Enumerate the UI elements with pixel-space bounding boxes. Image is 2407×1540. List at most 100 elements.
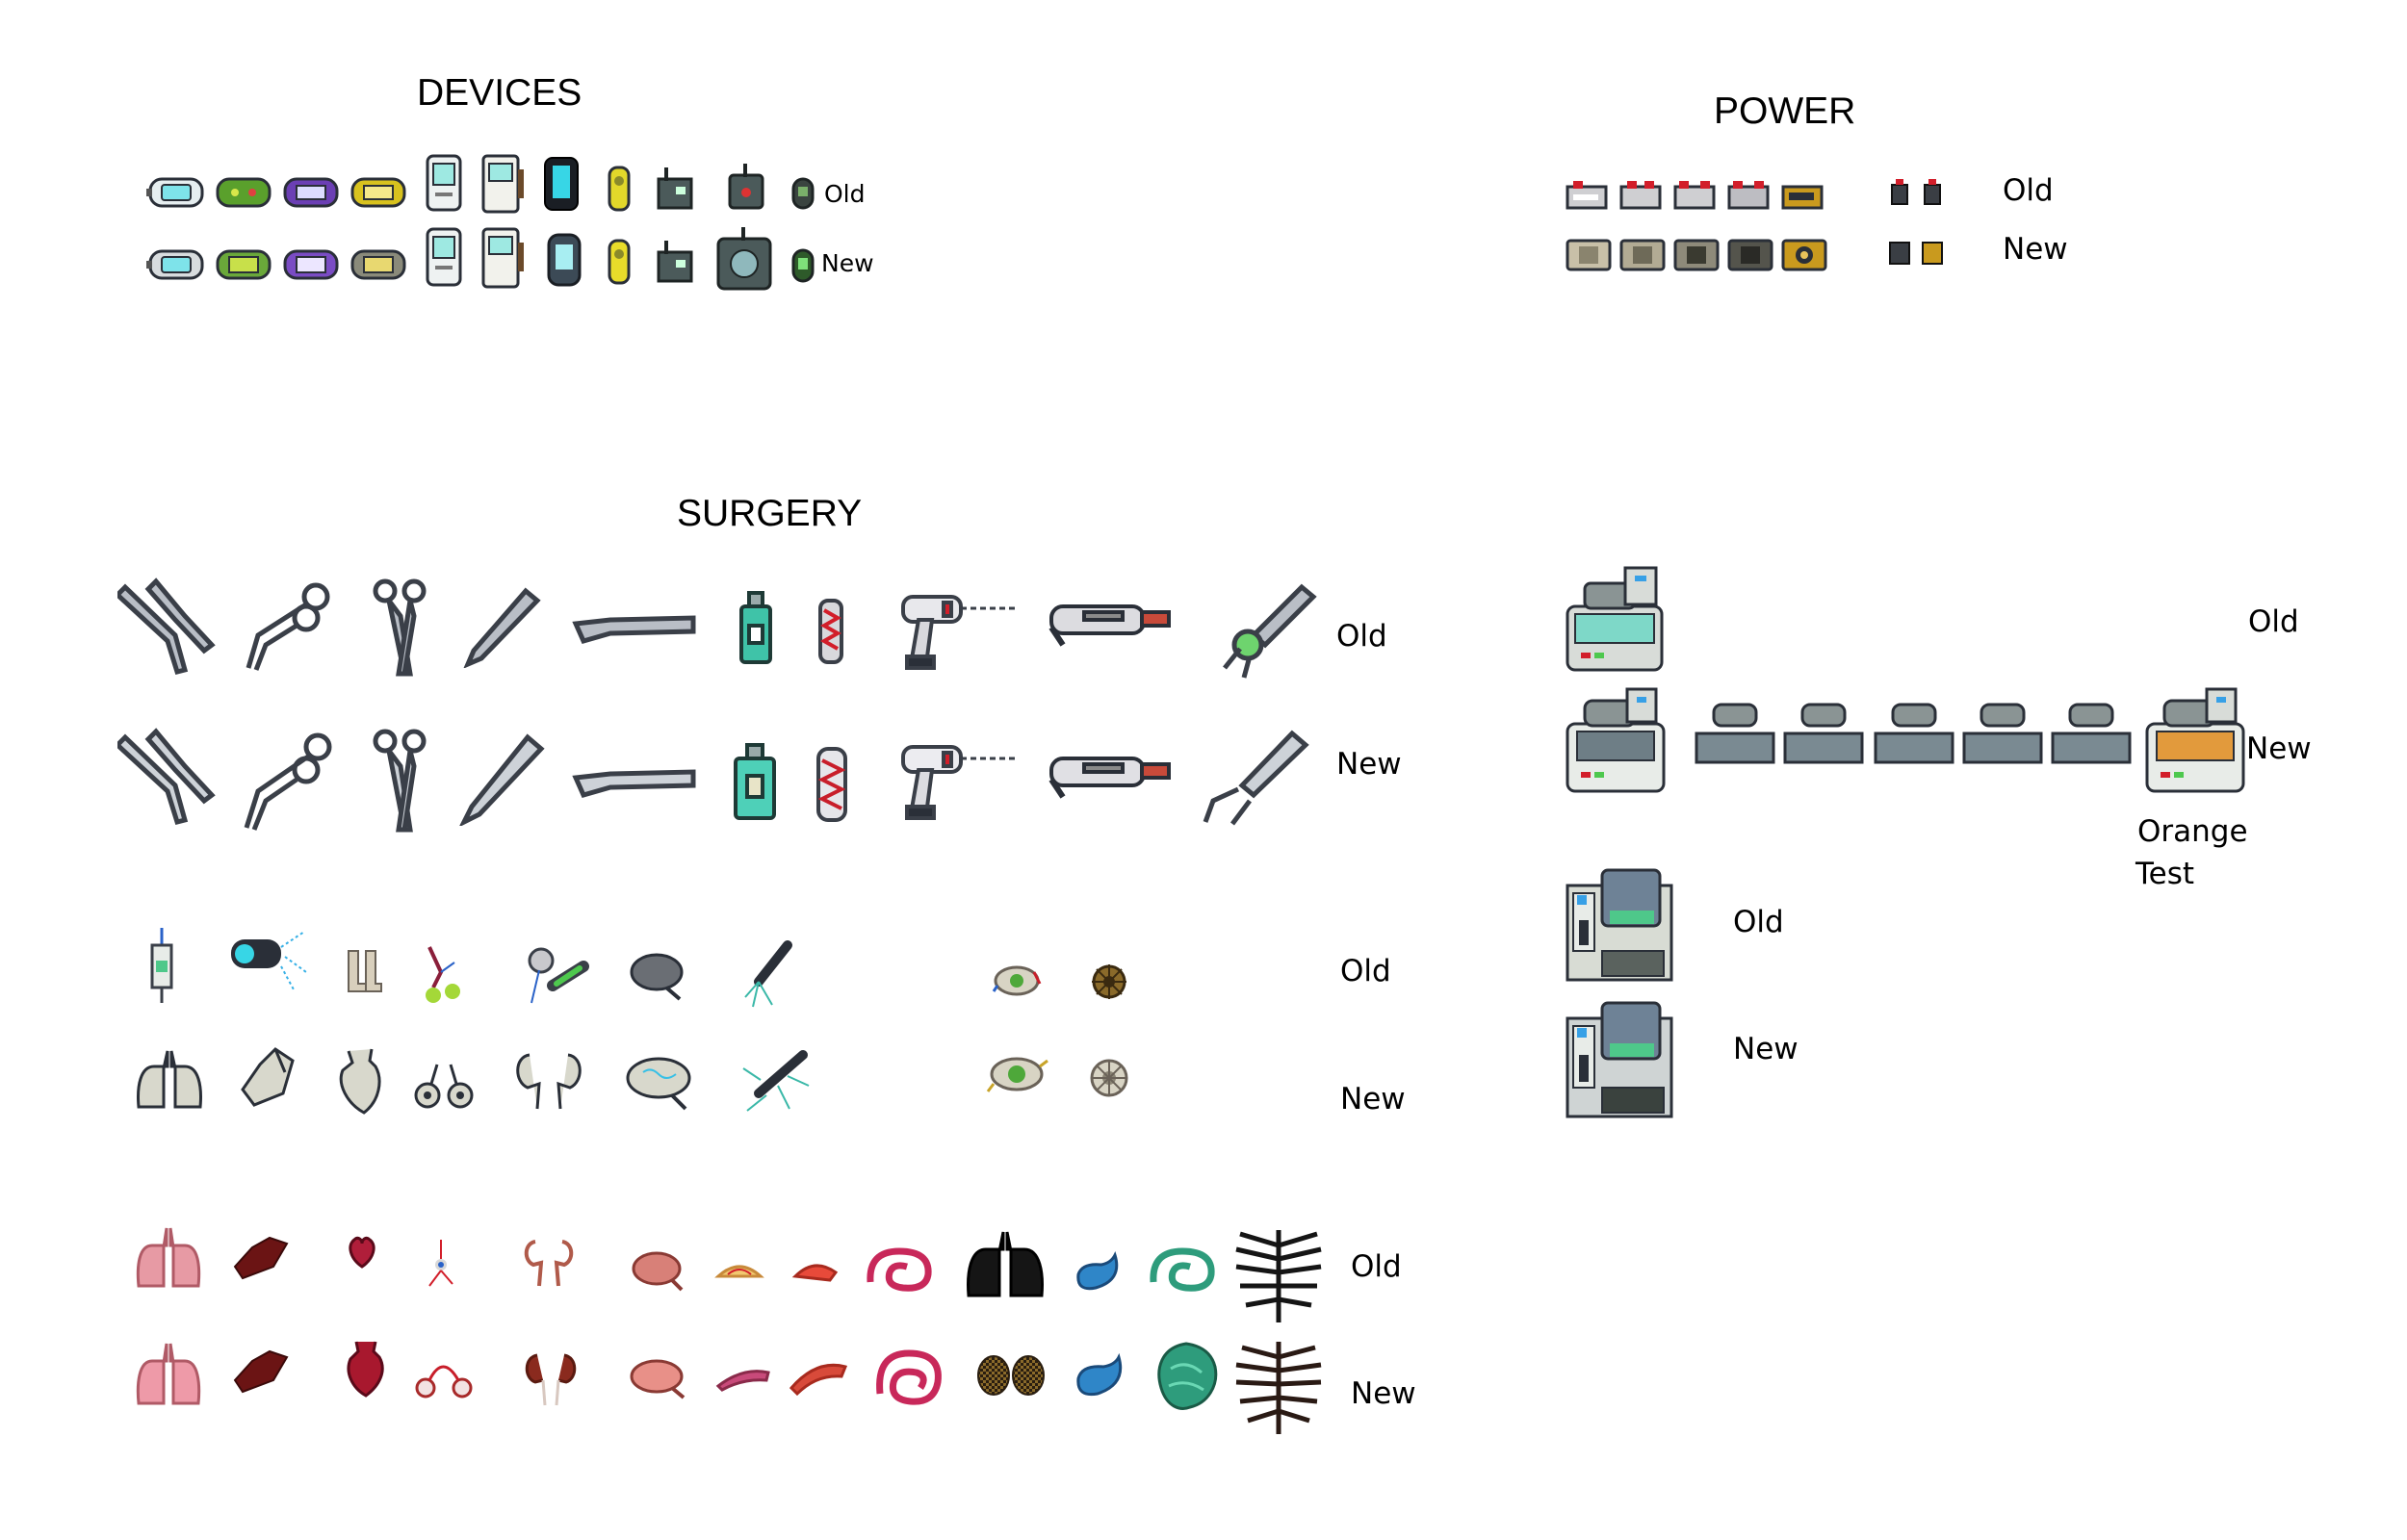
device-radio-icon (653, 164, 697, 212)
power-small-old-1-icon (1889, 177, 1910, 208)
power-old-label: Old (2003, 173, 2054, 208)
heart-organ-new-icon (343, 1338, 389, 1399)
scissors-new-icon (370, 728, 431, 835)
implant-case-icon (227, 928, 308, 995)
power-small-old-2-icon (1922, 177, 1943, 208)
bottle-icon (738, 589, 774, 666)
retractor-new-icon (117, 728, 223, 830)
kidneys-organ-icon (520, 1238, 578, 1290)
circular-saw-icon (1046, 599, 1173, 649)
device-tablet-icon (478, 152, 526, 216)
bottle-new-icon (732, 741, 778, 822)
stimulator-icon (518, 939, 593, 1009)
conveyor-segment-1-icon (1695, 701, 1775, 766)
devices-title: DEVICES (417, 72, 582, 114)
conveyor-segment-3-icon (1874, 701, 1954, 766)
scalpel-pen-new-icon (458, 733, 545, 826)
liver-organ-new-icon (231, 1348, 289, 1396)
console-new-label: New (1733, 1032, 1799, 1066)
circular-saw-new-icon (1046, 751, 1173, 801)
manipulator-icon (1215, 581, 1319, 681)
bone-gel-icon (816, 597, 845, 666)
implants-new-label: New (1340, 1082, 1406, 1116)
device-phone-new-icon (545, 231, 583, 289)
conveyor-segment-2-icon (1783, 701, 1864, 766)
eye-implant-icon (992, 962, 1042, 999)
devices-new-label: New (821, 249, 874, 277)
orange-test-label-line1: Orange (2137, 814, 2248, 849)
liver-implant-new-icon (237, 1045, 297, 1109)
device-signaler-icon (724, 162, 768, 212)
tools-old-label: Old (1336, 619, 1387, 654)
cyber-legs-icon (341, 945, 383, 995)
power-cell-new-4-icon (1727, 235, 1773, 271)
scalpel-new-icon (572, 766, 697, 801)
heart-organ-icon (345, 1232, 379, 1270)
power-cell-old-5-icon (1781, 179, 1824, 210)
power-cell-old-1-icon (1566, 179, 1608, 210)
power-small-new-1-icon (1887, 237, 1912, 268)
retractor-icon (117, 578, 223, 680)
brain-organ-icon (630, 1247, 687, 1294)
implanter-icon (144, 926, 179, 1005)
hemostat-new-icon (235, 728, 343, 834)
kidneys-organ-new-icon (520, 1351, 582, 1409)
device-bulb-new-icon (789, 246, 816, 285)
eye-implant-new-icon (986, 1053, 1049, 1097)
device-bulb-icon (789, 175, 816, 212)
heart-implant-new-icon (333, 1045, 387, 1116)
device-radio-new-icon (653, 237, 697, 285)
power-cell-new-5-icon (1781, 235, 1827, 271)
eyes-organ-new-icon (412, 1349, 476, 1401)
organs-new-label: New (1351, 1376, 1416, 1411)
conveyor-segment-4-icon (1962, 701, 2043, 766)
orange-test-label-line2: Test (2135, 857, 2195, 891)
device-scanner-icon (146, 173, 206, 212)
eyes-implant-new-icon (412, 1059, 476, 1111)
console-old-label: Old (1733, 905, 1784, 939)
implants-old-label: Old (1340, 954, 1391, 988)
power-title: POWER (1714, 90, 1856, 132)
device-gamepad-yellow-icon (349, 173, 408, 212)
scalpel-icon (572, 612, 697, 647)
appendix-organ-icon (791, 1255, 840, 1284)
body-scanner-new-icon (1564, 687, 1668, 795)
surgery-title: SURGERY (677, 493, 863, 534)
gear-implant-icon (1090, 962, 1128, 1001)
body-scanner-orange-test-icon (2143, 687, 2247, 795)
scalpel-pen-icon (462, 587, 541, 668)
drill-icon (899, 591, 1019, 670)
tongue-organ-new-icon (714, 1363, 772, 1392)
lungs-organ-new-icon (133, 1340, 204, 1409)
device-multitool-icon (605, 164, 634, 214)
manipulator-new-icon (1200, 728, 1311, 832)
lungs-implant-new-icon (133, 1047, 206, 1113)
power-cell-new-2-icon (1619, 235, 1666, 271)
console-old-icon (1564, 866, 1675, 984)
intestines-organ-new-icon (872, 1344, 945, 1413)
device-pda-icon (422, 152, 466, 214)
device-speaker-new-icon (714, 225, 774, 293)
brain-organ-new-icon (630, 1355, 689, 1401)
nanite-injector-new-icon (739, 1047, 816, 1116)
power-cell-new-3-icon (1673, 235, 1720, 271)
intestines-organ-icon (865, 1244, 934, 1296)
hemostat-icon (239, 578, 339, 674)
power-small-new-2-icon (1920, 237, 1945, 268)
eyes-organ-icon (422, 1236, 460, 1290)
device-gamepad-gray-new-icon (349, 245, 408, 284)
devices-old-label: Old (824, 180, 866, 208)
device-scanner-new-icon (146, 245, 206, 284)
power-cell-new-1-icon (1566, 235, 1612, 271)
intestines-teal-organ-icon (1148, 1244, 1217, 1294)
lungs-organ-icon (133, 1224, 204, 1292)
stomach-organ-new-icon (1073, 1353, 1126, 1398)
appendix-organ-new-icon (788, 1357, 849, 1396)
ribcage-organ-new-icon (1229, 1338, 1329, 1438)
lungs-checkered-organ-new-icon (974, 1351, 1048, 1399)
nanite-injector-icon (739, 939, 797, 1013)
console-new-icon (1564, 999, 1675, 1120)
bone-gel-new-icon (815, 745, 849, 824)
liver-organ-icon (231, 1234, 289, 1282)
gear-implant-new-icon (1088, 1057, 1130, 1099)
